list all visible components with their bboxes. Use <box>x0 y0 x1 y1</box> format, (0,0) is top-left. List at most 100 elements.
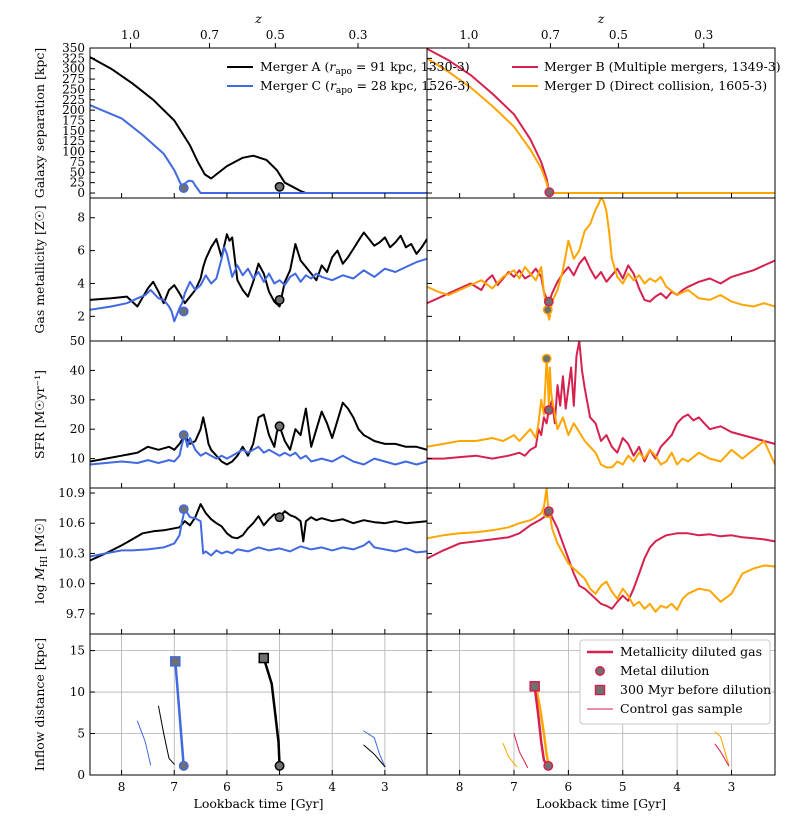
legend-label-square: 300 Myr before dilution <box>620 682 771 697</box>
marker-circle-sep-left-0 <box>178 183 189 194</box>
series-line-inflow-left-c-0 <box>174 660 185 768</box>
panel-frame-inflow-right <box>426 633 776 776</box>
marker-circle-inflow-right-1 <box>543 760 554 771</box>
ytick-label: 75 <box>70 155 85 169</box>
panel-hi-right <box>426 487 776 635</box>
ytick-label: 10.0 <box>58 577 85 591</box>
panel-frame-met-right <box>426 197 776 342</box>
zaxis-label: z <box>254 11 262 26</box>
ytick-label: 8 <box>77 211 85 225</box>
ytick-label: 0 <box>77 768 85 782</box>
marker-circle-met-right-1 <box>543 296 554 307</box>
ytick-label: 150 <box>62 124 85 138</box>
series-group-inflow-left <box>136 656 386 768</box>
series-line-sfr-left-a-0 <box>90 401 427 466</box>
marker-circle-inflow-left-3 <box>274 760 285 771</box>
ytick-label: 10 <box>70 452 85 466</box>
series-line-inflow-left-a-5 <box>363 744 386 768</box>
series-group-sfr-right <box>427 341 775 469</box>
ztick-label: 0.3 <box>348 28 367 42</box>
ytick-label: 50 <box>70 165 85 179</box>
series-line-hi-right-d-1 <box>427 488 775 613</box>
overlay-group: 8 7 6 5 4 3 Lookback time [Gyr] 8 7 6 5 4 3 Lookback … <box>118 11 781 811</box>
legend-label-thin-line: Control gas sample <box>620 701 743 716</box>
series-line-inflow-right-d-4 <box>714 731 730 766</box>
marker-circle-hi-right-1 <box>543 506 554 517</box>
ztick-label: 0.3 <box>694 28 713 42</box>
ylabel-inflow: Inflow distance [kpc] <box>32 638 47 771</box>
ztick-label: 0.5 <box>266 28 285 42</box>
ytick-label: 40 <box>70 363 85 377</box>
marker-circle-met-left-0 <box>178 306 189 317</box>
marker-circle-met-left-1 <box>274 294 285 305</box>
panel-met-left: 2 4 6 8 <box>77 197 428 342</box>
ytick-label: 300 <box>62 62 85 76</box>
series-line-inflow-right-d-2 <box>502 743 518 768</box>
marker-square-inflow-left-2 <box>258 652 270 664</box>
series-line-sfr-right-b-0 <box>427 341 775 463</box>
marker-circle-met-right-0 <box>542 304 553 315</box>
series-line-inflow-right-b-3 <box>513 733 529 768</box>
legend-label-merger-d: Merger D (Direct collision, 1605-3) <box>544 78 767 93</box>
ztick-label: 1.0 <box>121 28 140 42</box>
ytick-label: 250 <box>62 82 85 96</box>
series-line-sep-left-a-0 <box>90 56 427 194</box>
series-line-inflow-left-a-1 <box>262 656 281 768</box>
legend-label-merger-b: Merger B (Multiple mergers, 1349-3) <box>544 59 781 74</box>
marker-circle-sfr-right-1 <box>541 353 552 364</box>
series-line-met-right-d-1 <box>427 198 775 321</box>
ytick-label: 15 <box>70 644 85 658</box>
legend-box <box>579 639 771 725</box>
panel-frame-hi-left <box>89 487 428 635</box>
marker-circle-sfr-left-1 <box>274 421 285 432</box>
series-line-met-left-c-1 <box>90 246 427 323</box>
xtick-label: 5 <box>619 780 627 794</box>
ytick-label: 225 <box>62 93 85 107</box>
marker-circle-sep-left-1 <box>274 181 285 192</box>
ytick-label: 10 <box>70 685 85 699</box>
ytick-label: 10.6 <box>58 516 85 530</box>
xtick-label: 5 <box>276 780 284 794</box>
series-line-sfr-right-d-1 <box>427 357 775 469</box>
ztick-label: 0.7 <box>541 28 560 42</box>
ytick-label: 0 <box>77 186 85 200</box>
ytick-label: 9.7 <box>66 607 85 621</box>
series-line-sfr-left-c-1 <box>90 434 427 466</box>
series-group-hi-right <box>427 488 775 613</box>
ytick-label: 200 <box>62 103 85 117</box>
xtick-label: 8 <box>456 780 464 794</box>
ytick-label: 325 <box>62 51 85 65</box>
ytick-label: 175 <box>62 114 85 128</box>
zaxis-label: z <box>597 11 605 26</box>
series-line-hi-left-c-1 <box>90 508 427 558</box>
series-group-met-right <box>427 198 775 321</box>
ytick-label: 10.3 <box>58 546 85 560</box>
series-line-inflow-left-a-3 <box>158 705 175 765</box>
xaxis-label: Lookback time [Gyr] <box>194 796 324 811</box>
xtick-label: 8 <box>118 780 126 794</box>
panel-met-right <box>426 197 776 342</box>
xtick-label: 6 <box>223 780 231 794</box>
panel-hi-left: 9.7 10.0 10.3 10.6 10.9 <box>58 486 428 635</box>
series-line-sep-left-c-1 <box>90 104 427 194</box>
series-line-inflow-left-c-4 <box>363 730 386 768</box>
ytick-label: 5 <box>77 727 85 741</box>
xaxis-label: Lookback time [Gyr] <box>536 796 666 811</box>
series-group-sfr-left <box>90 401 427 466</box>
marker-circle-hi-left-1 <box>274 512 285 523</box>
legend-square-marker-icon <box>594 684 606 696</box>
ytick-label: 4 <box>77 276 85 290</box>
series-group-met-left <box>90 231 427 323</box>
panel-frame-sfr-left <box>89 340 428 489</box>
ztick-label: 0.5 <box>609 28 628 42</box>
ytick-label: 10.9 <box>58 486 85 500</box>
ytick-label: 6 <box>77 244 85 258</box>
xtick-label: 7 <box>510 780 518 794</box>
series-line-met-right-b-0 <box>427 256 775 305</box>
xtick-label: 3 <box>381 780 389 794</box>
marker-square-inflow-left-0 <box>170 656 181 667</box>
ytick-label: 350 <box>62 41 85 55</box>
ytick-label: 30 <box>70 393 85 407</box>
